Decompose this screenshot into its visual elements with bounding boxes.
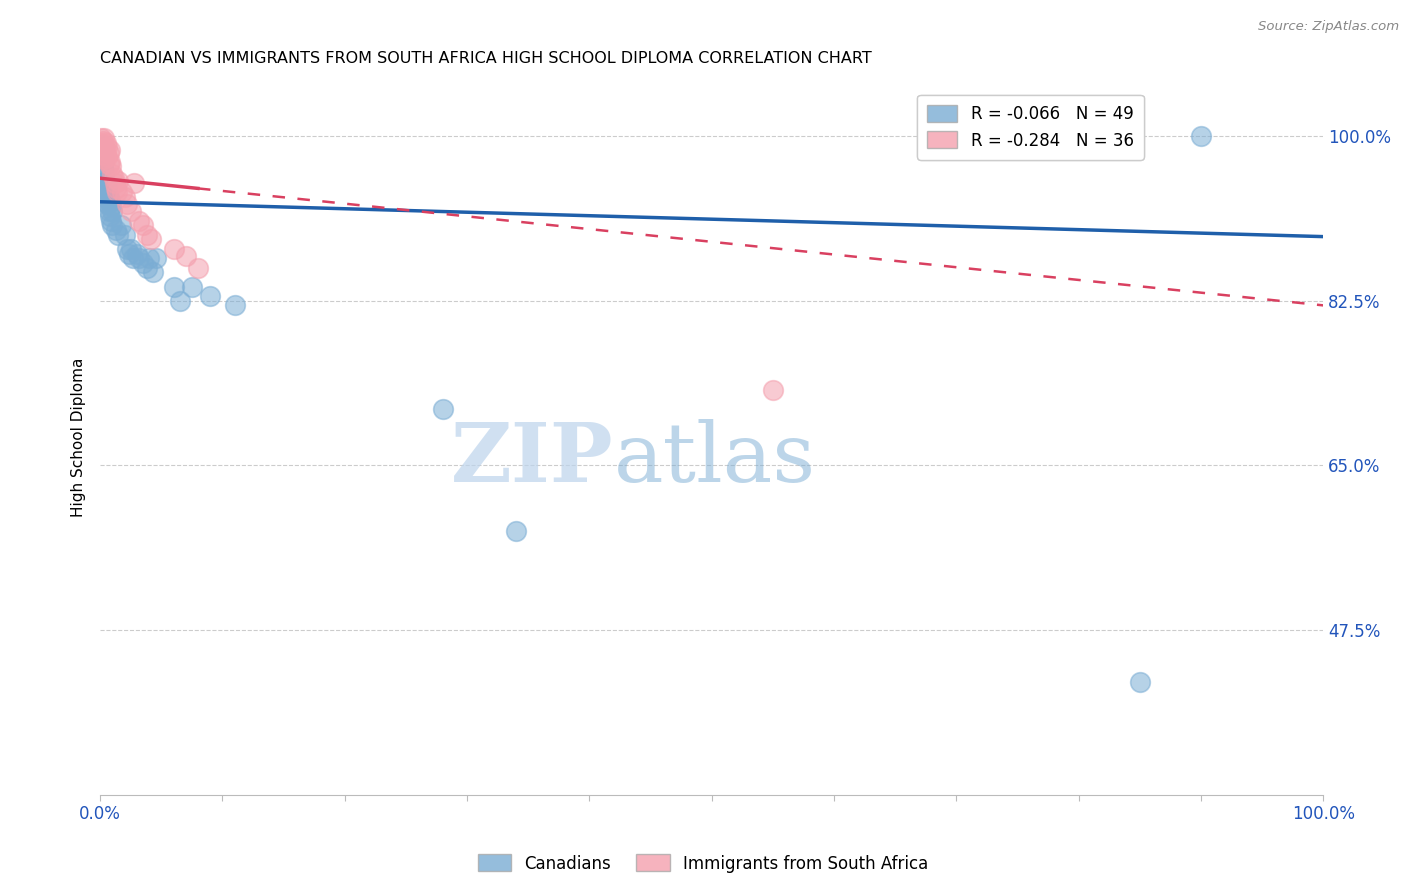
Point: [118, 246, 141, 260]
Point: [132, 256, 155, 270]
Point: [93, 140, 115, 154]
Point: [91, 143, 114, 157]
Point: [174, 249, 197, 263]
Point: [120, 204, 142, 219]
Point: [104, 176, 127, 190]
Text: ZIP: ZIP: [451, 418, 614, 499]
Legend: R = -0.066   N = 49, R = -0.284   N = 36: R = -0.066 N = 49, R = -0.284 N = 36: [917, 95, 1143, 160]
Point: [110, 219, 132, 233]
Point: [90, 138, 112, 153]
Point: [141, 232, 163, 246]
Point: [100, 213, 122, 227]
Point: [91, 157, 114, 171]
Point: [97, 157, 120, 171]
Point: [135, 227, 157, 242]
Point: [93, 153, 115, 167]
Point: [96, 194, 118, 209]
Point: [93, 176, 115, 190]
Point: [124, 176, 146, 190]
Point: [432, 401, 454, 416]
Point: [91, 161, 114, 176]
Point: [105, 180, 128, 194]
Point: [125, 246, 148, 260]
Point: [93, 153, 115, 167]
Point: [224, 298, 246, 312]
Point: [114, 227, 136, 242]
Point: [96, 150, 118, 164]
Point: [128, 252, 150, 266]
Point: [128, 213, 150, 227]
Point: [101, 219, 124, 233]
Point: [96, 186, 118, 200]
Point: [145, 252, 167, 266]
Point: [505, 524, 527, 539]
Point: [90, 136, 112, 151]
Point: [105, 223, 128, 237]
Point: [90, 153, 112, 167]
Point: [180, 279, 202, 293]
Point: [114, 190, 136, 204]
Text: CANADIAN VS IMMIGRANTS FROM SOUTH AFRICA HIGH SCHOOL DIPLOMA CORRELATION CHART: CANADIAN VS IMMIGRANTS FROM SOUTH AFRICA…: [100, 51, 872, 66]
Point: [107, 227, 129, 242]
Point: [97, 145, 120, 160]
Point: [98, 209, 121, 223]
Point: [200, 289, 222, 303]
Text: atlas: atlas: [614, 418, 815, 499]
Point: [93, 138, 115, 153]
Point: [100, 159, 122, 173]
Point: [103, 171, 125, 186]
Point: [115, 242, 138, 256]
Point: [115, 196, 138, 211]
Point: [96, 176, 118, 190]
Point: [96, 147, 118, 161]
Point: [135, 260, 157, 275]
Point: [100, 199, 122, 213]
Legend: Canadians, Immigrants from South Africa: Canadians, Immigrants from South Africa: [471, 847, 935, 880]
Point: [105, 186, 128, 200]
Point: [94, 186, 117, 200]
Y-axis label: High School Diploma: High School Diploma: [72, 358, 86, 516]
Point: [93, 167, 115, 181]
Text: Source: ZipAtlas.com: Source: ZipAtlas.com: [1258, 20, 1399, 33]
Point: [90, 130, 112, 145]
Point: [96, 196, 118, 211]
Point: [120, 242, 142, 256]
Point: [187, 260, 209, 275]
Point: [132, 219, 155, 233]
Point: [162, 279, 184, 293]
Point: [96, 136, 118, 151]
Point: [98, 194, 121, 209]
Point: [93, 130, 115, 145]
Point: [97, 204, 120, 219]
Point: [107, 174, 129, 188]
Point: [111, 186, 134, 200]
Point: [96, 140, 118, 154]
Point: [91, 134, 114, 148]
Point: [96, 180, 118, 194]
Point: [138, 252, 160, 266]
Point: [142, 265, 165, 279]
Point: [94, 143, 117, 157]
Point: [1129, 675, 1152, 690]
Point: [91, 143, 114, 157]
Point: [97, 190, 120, 204]
Point: [94, 190, 117, 204]
Point: [169, 293, 191, 308]
Point: [162, 242, 184, 256]
Point: [98, 155, 121, 169]
Point: [101, 167, 124, 181]
Point: [762, 383, 785, 397]
Point: [101, 204, 124, 219]
Point: [122, 252, 145, 266]
Point: [94, 180, 117, 194]
Point: [98, 143, 121, 157]
Point: [1189, 128, 1212, 143]
